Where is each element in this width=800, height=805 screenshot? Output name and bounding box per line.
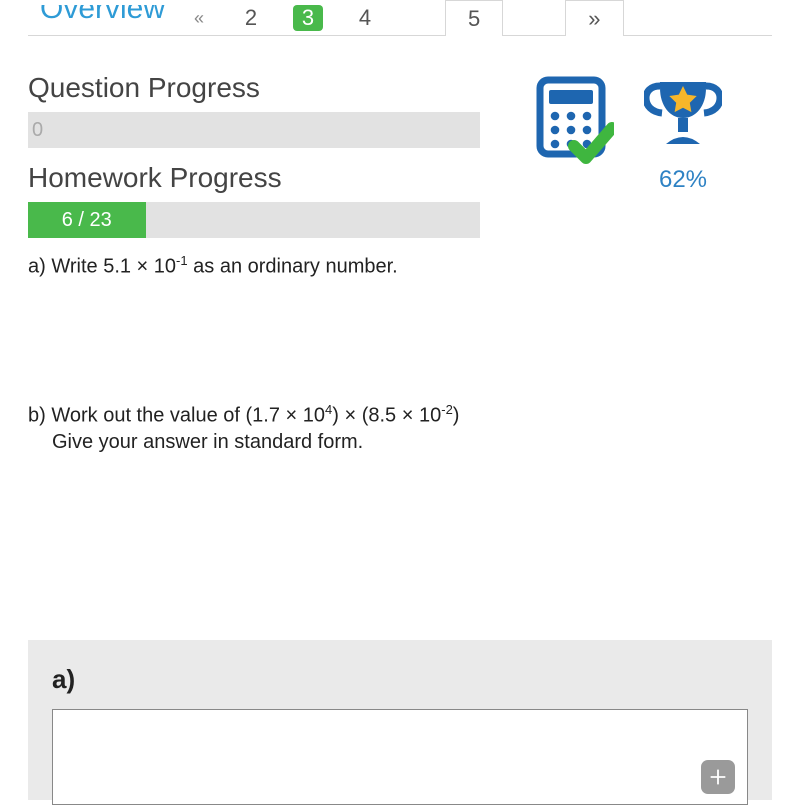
answer-panel: a) <box>28 640 772 800</box>
question-progress-value: 0 <box>32 112 43 148</box>
question-progress-bar: 0 <box>28 112 480 148</box>
question-a-text: a) Write 5.1 × 10-1 as an ordinary numbe… <box>28 252 508 281</box>
tab-strip: Overview « 2 3 4 5 » <box>28 0 772 36</box>
question-b-text: b) Work out the value of (1.7 × 104) × (… <box>28 401 508 457</box>
answer-label-a: a) <box>52 664 748 695</box>
question-progress-label: Question Progress <box>28 72 508 104</box>
homework-progress-label: Homework Progress <box>28 162 508 194</box>
homework-progress-fill: 6 / 23 <box>28 202 146 238</box>
expand-icon[interactable] <box>701 760 735 794</box>
answer-input-a[interactable] <box>52 709 748 805</box>
tab-next-box[interactable]: » <box>565 0 623 36</box>
tab-overview[interactable]: Overview <box>40 5 165 35</box>
tab-3-current[interactable]: 3 <box>293 5 323 31</box>
homework-progress-value: 6 / 23 <box>62 209 112 232</box>
homework-progress-bar: 6 / 23 <box>28 202 480 238</box>
tab-2[interactable]: 2 <box>233 5 269 31</box>
trophy-percent: 62% <box>659 166 707 194</box>
tab-prev[interactable]: « <box>189 5 209 31</box>
calculator-icon[interactable] <box>536 76 614 166</box>
tab-5-box[interactable]: 5 <box>445 0 503 36</box>
tab-4[interactable]: 4 <box>347 5 383 31</box>
trophy-icon[interactable]: 62% <box>644 76 722 194</box>
